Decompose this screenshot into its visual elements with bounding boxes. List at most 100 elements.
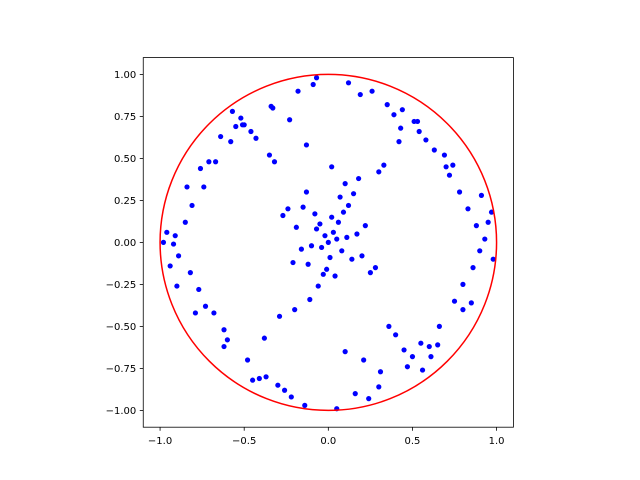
scatter-point — [244, 357, 251, 363]
y-tick-label: −1.00 — [106, 406, 137, 417]
scatter-point — [160, 239, 167, 245]
scatter-point — [372, 265, 379, 271]
scatter-point — [187, 270, 193, 276]
y-tick-label: 0.25 — [114, 196, 136, 207]
scatter-point — [428, 354, 434, 360]
scatter-point — [451, 298, 458, 304]
scatter-point — [313, 226, 320, 232]
x-tick-label: 0.5 — [404, 436, 420, 447]
x-tick-label: 0.0 — [320, 436, 336, 447]
scatter-point — [356, 175, 362, 182]
scatter-point — [460, 281, 466, 287]
scatter-point — [271, 159, 278, 165]
scatter-point — [248, 128, 254, 135]
scatter-point — [329, 164, 335, 170]
scatter-point — [325, 239, 331, 245]
scatter-point — [490, 256, 496, 262]
scatter-point — [332, 273, 338, 279]
circle-layer — [159, 73, 498, 412]
scatter-point — [213, 159, 219, 165]
scatter-point — [376, 169, 382, 175]
scatter-point — [300, 204, 306, 210]
scatter-point — [349, 256, 355, 262]
scatter-point — [401, 347, 407, 353]
scatter-point — [221, 343, 227, 350]
scatter-point — [330, 229, 336, 235]
scatter-point — [172, 233, 178, 239]
scatter-point — [313, 75, 320, 81]
scatter-point — [315, 283, 321, 289]
scatter-point — [174, 283, 180, 289]
scatter-point — [292, 307, 298, 313]
scatter-point — [340, 209, 347, 215]
scatter-point — [196, 286, 202, 293]
scatter-point — [307, 296, 313, 303]
scatter-point — [418, 340, 424, 346]
scatter-point — [477, 248, 483, 254]
scatter-point — [170, 241, 177, 247]
scatter-point — [287, 117, 293, 123]
scatter-point — [253, 135, 259, 141]
scatter-point — [431, 147, 437, 153]
scatter-point — [419, 367, 426, 373]
scatter-point — [443, 164, 449, 170]
scatter-point — [320, 271, 326, 277]
scatter-point — [327, 254, 333, 261]
scatter-point — [435, 342, 441, 348]
scatter-point — [334, 236, 340, 242]
scatter-point — [206, 159, 212, 165]
scatter-point — [293, 224, 299, 230]
scatter-point — [268, 103, 274, 109]
scatter-point — [281, 387, 288, 393]
scatter-point — [221, 327, 227, 333]
x-tick-label: 1.0 — [489, 436, 505, 447]
scatter-point — [312, 211, 318, 217]
scatter-point — [361, 357, 367, 363]
scatter-point — [482, 236, 488, 242]
scatter-point — [303, 142, 310, 148]
scatter-point — [488, 209, 495, 215]
scatter-point — [197, 165, 204, 172]
scatter-point — [308, 243, 315, 249]
scatter-point — [201, 184, 207, 190]
scatter-point — [393, 332, 399, 338]
y-tick-label: −0.75 — [106, 364, 137, 375]
scatter-point — [337, 194, 343, 200]
scatter-point — [280, 212, 286, 219]
scatter-point — [426, 343, 432, 350]
scatter-point — [310, 81, 316, 88]
scatter-point — [423, 137, 429, 143]
scatter-point — [460, 307, 466, 313]
scatter-point — [182, 219, 188, 225]
scatter-point — [386, 323, 392, 329]
scatter-point — [189, 202, 195, 209]
scatter-point — [342, 349, 348, 355]
scatter-point — [167, 263, 173, 269]
scatter-point — [266, 152, 273, 158]
scatter-point — [369, 88, 375, 94]
x-tick-label: −1.0 — [148, 436, 172, 447]
scatter-point — [305, 261, 311, 267]
scatter-point — [164, 229, 170, 235]
y-axis-ticks: −1.00 −0.75 −0.50 −0.25 0.00 0.25 0.50 0.75 1.00 — [106, 70, 144, 417]
scatter-point — [276, 313, 283, 319]
scatter-point — [357, 91, 363, 98]
scatter-point — [398, 125, 404, 131]
scatter-point — [335, 219, 342, 225]
scatter-point — [256, 375, 262, 382]
scatter-point — [322, 233, 328, 239]
scatter-point — [446, 172, 453, 178]
scatter-point — [377, 369, 384, 375]
y-tick-label: 0.75 — [114, 112, 136, 123]
scatter-point — [298, 246, 304, 252]
scatter-point — [366, 396, 372, 402]
scatter-point — [478, 192, 485, 198]
scatter-point — [404, 364, 410, 370]
scatter-point — [485, 219, 491, 225]
scatter-point — [229, 108, 236, 114]
y-tick-label: 0.00 — [114, 238, 136, 249]
x-axis-ticks: −1.0 −0.5 0.0 0.5 1.0 — [148, 427, 505, 447]
scatter-point — [324, 266, 330, 272]
scatter-point — [295, 88, 301, 94]
x-tick-label: −0.5 — [232, 436, 256, 447]
